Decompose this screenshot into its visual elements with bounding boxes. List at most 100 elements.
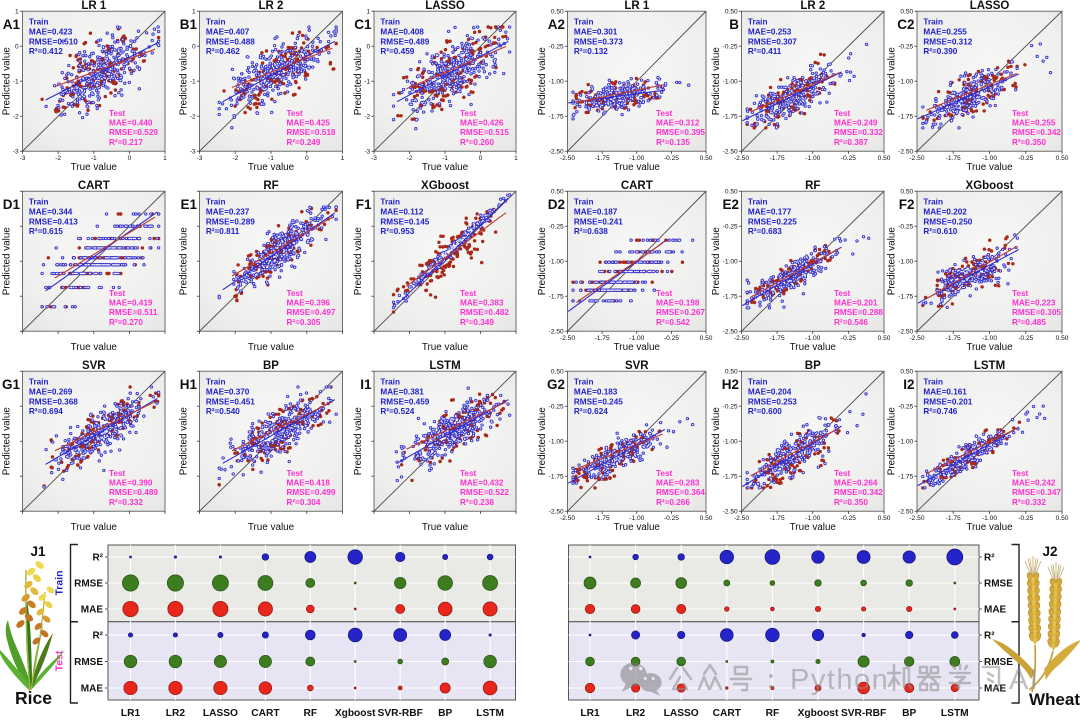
- svg-text:G2: G2: [547, 377, 565, 392]
- svg-text:-2: -2: [232, 155, 238, 162]
- svg-text:True value: True value: [614, 522, 661, 533]
- svg-text:0: 0: [128, 155, 132, 162]
- svg-text:-1: -1: [13, 79, 19, 86]
- svg-text:RMSE=0.289: RMSE=0.289: [206, 217, 255, 226]
- svg-text:Test: Test: [656, 109, 672, 118]
- svg-text:R²=0.350: R²=0.350: [1012, 138, 1046, 147]
- svg-text:R²=0.135: R²=0.135: [656, 138, 690, 147]
- svg-text:0.50: 0.50: [878, 335, 891, 342]
- svg-text:RMSE=0.373: RMSE=0.373: [574, 37, 623, 46]
- svg-text:True value: True value: [248, 162, 295, 173]
- svg-text:R²=0.349: R²=0.349: [460, 318, 494, 327]
- svg-text:-1.00: -1.00: [805, 335, 820, 342]
- svg-text:Train: Train: [574, 378, 594, 387]
- svg-text:XGboost: XGboost: [421, 180, 469, 192]
- svg-text:Test: Test: [656, 469, 672, 478]
- svg-text:1: 1: [192, 8, 196, 15]
- svg-text:Predicted value: Predicted value: [179, 407, 190, 476]
- svg-text:-2.50: -2.50: [560, 335, 575, 342]
- svg-text:-0.25: -0.25: [898, 44, 913, 51]
- svg-text:-0.25: -0.25: [723, 44, 738, 51]
- svg-text:RF: RF: [304, 708, 318, 719]
- svg-text:Test: Test: [1012, 469, 1028, 478]
- svg-text:MAE=0.255: MAE=0.255: [923, 28, 967, 37]
- svg-text:R²=0.411: R²=0.411: [748, 47, 782, 56]
- svg-text:A2: A2: [548, 17, 565, 32]
- svg-text:RMSE=0.489: RMSE=0.489: [109, 488, 158, 497]
- svg-text:Predicted value: Predicted value: [887, 47, 898, 116]
- svg-text:-1: -1: [91, 155, 97, 162]
- svg-text:R²=0.249: R²=0.249: [287, 138, 321, 147]
- svg-text:LR1: LR1: [121, 708, 141, 719]
- svg-text:MAE=0.183: MAE=0.183: [574, 387, 618, 396]
- svg-text:Train: Train: [54, 570, 66, 595]
- svg-text:MAE=0.255: MAE=0.255: [1012, 119, 1056, 128]
- svg-text:-0.25: -0.25: [664, 155, 679, 162]
- svg-text:-2.50: -2.50: [549, 148, 564, 155]
- svg-text:R²=0.462: R²=0.462: [206, 47, 240, 56]
- svg-text:Train: Train: [29, 198, 49, 207]
- svg-text:Test: Test: [460, 469, 476, 478]
- svg-text:-1.00: -1.00: [898, 438, 913, 445]
- svg-text:R²: R²: [984, 631, 995, 642]
- svg-text:MAE: MAE: [81, 684, 104, 695]
- svg-text:MAE=0.390: MAE=0.390: [109, 479, 153, 488]
- svg-text:R²=0.270: R²=0.270: [109, 318, 143, 327]
- svg-text:True value: True value: [248, 342, 295, 353]
- svg-text:Test: Test: [460, 109, 476, 118]
- svg-text:RF: RF: [766, 708, 780, 719]
- svg-text:MAE=0.312: MAE=0.312: [656, 119, 700, 128]
- svg-text:Predicted value: Predicted value: [537, 227, 548, 296]
- svg-text:RMSE=0.368: RMSE=0.368: [29, 397, 78, 406]
- svg-text:A1: A1: [3, 17, 21, 32]
- svg-text:0.50: 0.50: [725, 368, 738, 375]
- svg-text:0.50: 0.50: [878, 155, 891, 162]
- svg-text:0.50: 0.50: [551, 188, 564, 195]
- svg-text:-1.75: -1.75: [723, 114, 738, 121]
- svg-text:True value: True value: [614, 162, 661, 173]
- svg-text:RMSE=0.225: RMSE=0.225: [748, 217, 797, 226]
- svg-text:-0.25: -0.25: [1018, 155, 1033, 162]
- svg-text:MAE=0.204: MAE=0.204: [748, 387, 792, 396]
- svg-text:-1.75: -1.75: [723, 473, 738, 480]
- svg-text:LR2: LR2: [166, 708, 186, 719]
- svg-text:RMSE=0.529: RMSE=0.529: [109, 128, 158, 137]
- svg-text:R²=0.542: R²=0.542: [656, 318, 690, 327]
- svg-text:True value: True value: [966, 162, 1013, 173]
- svg-text:MAE=0.223: MAE=0.223: [1012, 299, 1056, 308]
- svg-text:MAE=0.198: MAE=0.198: [656, 299, 700, 308]
- svg-text:Predicted value: Predicted value: [887, 407, 898, 476]
- svg-text:RF: RF: [805, 180, 820, 192]
- svg-text:CART: CART: [621, 180, 653, 192]
- svg-text:Train: Train: [206, 378, 226, 387]
- svg-text:-2.50: -2.50: [723, 148, 738, 155]
- svg-text:True value: True value: [966, 342, 1013, 353]
- svg-text:SVR-RBF: SVR-RBF: [378, 708, 423, 719]
- svg-text:0.50: 0.50: [725, 8, 738, 15]
- svg-text:E2: E2: [722, 197, 739, 212]
- svg-text:-3: -3: [20, 155, 26, 162]
- svg-text:RMSE: RMSE: [984, 657, 1013, 668]
- svg-text:-1.00: -1.00: [805, 515, 820, 522]
- svg-text:RMSE=0.241: RMSE=0.241: [574, 217, 623, 226]
- svg-text:R²=0.485: R²=0.485: [1012, 318, 1046, 327]
- svg-text:Train: Train: [380, 18, 400, 27]
- svg-text:-1.00: -1.00: [805, 155, 820, 162]
- svg-text:RMSE=0.497: RMSE=0.497: [287, 308, 336, 317]
- svg-text:0: 0: [479, 155, 483, 162]
- svg-text:0: 0: [192, 44, 196, 51]
- svg-text:R²=0.132: R²=0.132: [574, 47, 608, 56]
- svg-text:LR 2: LR 2: [259, 0, 284, 12]
- svg-text:R²=0.332: R²=0.332: [1012, 498, 1046, 507]
- svg-text:RMSE: RMSE: [74, 657, 103, 668]
- svg-text:True value: True value: [71, 162, 118, 173]
- svg-text:-1.75: -1.75: [770, 155, 785, 162]
- svg-text:Test: Test: [460, 289, 476, 298]
- svg-text:-1.75: -1.75: [595, 155, 610, 162]
- svg-text:-1.00: -1.00: [549, 438, 564, 445]
- svg-text:LR 1: LR 1: [624, 0, 650, 12]
- svg-text:-1: -1: [442, 155, 448, 162]
- svg-text:True value: True value: [422, 162, 469, 173]
- svg-text:Train: Train: [380, 378, 400, 387]
- svg-text:E1: E1: [180, 197, 197, 212]
